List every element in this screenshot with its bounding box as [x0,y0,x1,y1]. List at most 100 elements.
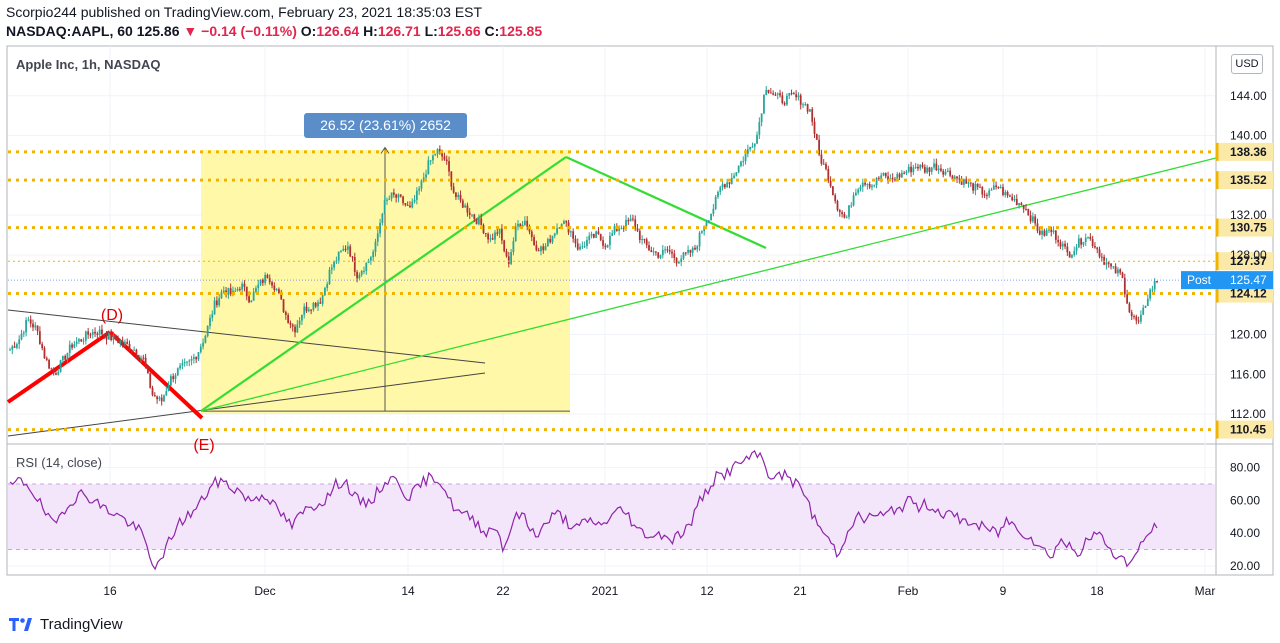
rsi-tick-label: 40.00 [1230,526,1260,540]
candle-body [351,256,354,258]
candle-body [1130,312,1133,317]
candle-body [491,238,494,240]
candle-body [767,89,770,93]
rsi-pane [8,449,1215,571]
candle-body [291,324,294,327]
candle-body [1013,198,1016,201]
candle-body [1034,216,1037,224]
candle-body [234,290,237,292]
candle-body [324,288,326,296]
candle-body [707,220,710,223]
candle-body [655,251,657,253]
candle-body [636,228,639,231]
candle-body [71,344,73,348]
candle-body [190,358,193,361]
candle-body [981,186,984,195]
candle-body [781,95,784,104]
candle-body [41,344,44,349]
candle-body [192,357,195,359]
candle-body [1133,316,1135,318]
candle-body [710,213,712,221]
candle-body [425,174,427,178]
candle-body [675,258,678,264]
candle-body [673,253,676,259]
candle-body [1066,246,1069,253]
candle-body [218,298,221,306]
candle-body [705,222,708,227]
candle-body [875,177,878,185]
candle-body [965,179,968,184]
candle-body [144,357,147,367]
candle-body [937,168,940,171]
candle-body [1117,269,1119,274]
candle-body [468,212,471,215]
candle-body [349,246,352,257]
candle-body [795,94,798,98]
candle-body [137,355,140,359]
candle-body [484,233,487,235]
candle-body [776,93,779,95]
candle-body [1105,262,1108,265]
candle-body [627,219,630,222]
candle-body [455,192,457,198]
candle-body [36,325,39,332]
candle-body [310,309,313,311]
x-tick-label: 21 [793,584,807,598]
candle-body [990,189,993,191]
candle-body [452,186,455,193]
rsi-tick-label: 20.00 [1230,559,1260,573]
candle-body [827,168,830,181]
candle-body [1107,262,1110,264]
candle-body [399,194,402,197]
candle-body [91,331,94,335]
candle-body [328,269,331,284]
candle-body [418,188,421,191]
candle-body [82,340,85,342]
candle-body [1075,247,1078,251]
candle-body [34,325,37,328]
candle-body [896,173,899,180]
candle-body [1057,239,1060,243]
measure-label: 26.52 (23.61%) 2652 [304,113,467,138]
y-tick-label: 128.00 [1230,248,1267,262]
candle-body [774,94,777,96]
candle-body [903,172,906,174]
candle-body [206,325,209,337]
post-badge [1181,271,1217,290]
candle-body [1123,277,1126,295]
candle-body [530,231,533,238]
levels: 138.36 135.52 130.75 127.37 124.12 110.45 Post… [8,142,1273,439]
candle-body [891,178,894,180]
candle-body [489,238,492,240]
candle-body [728,182,731,184]
candle-body [50,368,53,370]
candle-body [27,319,30,321]
candle-body [101,329,103,335]
currency-button[interactable]: USD [1231,54,1263,74]
candle-body [880,175,883,179]
candle-body [388,198,391,200]
candle-body [533,237,535,246]
candle-body [202,342,204,347]
candle-body [117,339,119,343]
candle-body [661,249,664,256]
candle-body [829,180,832,187]
candle-body [979,186,981,188]
candle-body [652,251,655,253]
candle-body [227,288,230,295]
candle-body [461,200,464,208]
candle-body [751,146,754,148]
candle-body [121,340,124,344]
candle-body [974,183,977,191]
candle-body [910,166,912,173]
candle-body [537,250,540,252]
candle-body [363,270,365,272]
candle-body [344,248,347,250]
candle-body [422,177,425,181]
level-label: 130.75 [1230,221,1267,235]
candle-body [850,205,853,207]
level-label: 127.37 [1230,254,1267,268]
candle-body [992,185,995,190]
candle-body [66,353,69,360]
